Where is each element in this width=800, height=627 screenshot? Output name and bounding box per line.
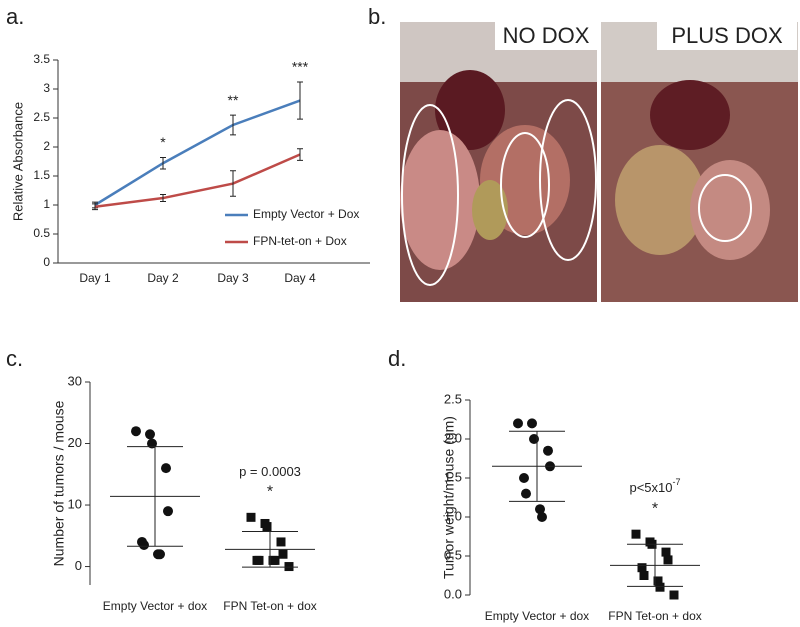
- annotation-superscript: -7: [673, 478, 681, 488]
- y-tick-label: 0.5: [33, 226, 50, 240]
- data-point: [535, 504, 545, 515]
- annotation: p<5x10-7: [629, 478, 680, 496]
- x-tick-label: Day 4: [284, 271, 316, 285]
- data-point: [537, 512, 547, 522]
- y-tick-label: 1: [43, 197, 50, 211]
- photo: PLUS DOX: [601, 22, 798, 302]
- annotation-text: p<5x10: [629, 481, 672, 496]
- data-point: [155, 549, 165, 560]
- panel-label: d.: [388, 346, 406, 371]
- y-axis-label: Relative Absorbance: [10, 102, 25, 221]
- data-point: [661, 547, 671, 557]
- data-point: [145, 429, 155, 440]
- data-point: [270, 555, 280, 565]
- y-tick-label: 0.0: [444, 586, 462, 601]
- x-tick-label: Empty Vector + dox: [485, 609, 589, 623]
- sd-bar: [627, 543, 683, 587]
- x-tick-label: Empty Vector + dox: [103, 599, 207, 613]
- error-bar: [230, 170, 236, 197]
- y-tick-label: 2.5: [444, 391, 462, 406]
- panel-label: c.: [6, 346, 23, 371]
- data-point: [653, 576, 663, 586]
- data-point: [663, 555, 673, 565]
- data-point: [278, 549, 288, 559]
- sd-bar: [509, 430, 565, 502]
- data-point: [262, 522, 272, 532]
- y-tick-label: 3.5: [33, 52, 50, 66]
- legend-label: FPN-tet-on + Dox: [253, 234, 347, 248]
- y-axis-label: Tumor weight/mouse (gm): [441, 416, 457, 579]
- y-tick-label: 1.5: [444, 469, 462, 484]
- y-tick-label: 0: [43, 255, 50, 269]
- error-bar: [160, 156, 166, 170]
- line: [94, 153, 301, 208]
- data-point: [637, 563, 647, 573]
- data-point: [161, 463, 171, 474]
- data-point: [254, 555, 264, 565]
- data-point: [631, 529, 641, 539]
- photo-label: PLUS DOX: [671, 23, 783, 48]
- annotation: p = 0.0003: [239, 464, 301, 479]
- error-bar: [160, 194, 166, 203]
- data-point: [246, 512, 256, 522]
- data-point: [513, 418, 523, 429]
- x-tick-label: Day 1: [79, 271, 111, 285]
- y-tick-label: 0: [75, 558, 82, 573]
- panel-label: b.: [368, 4, 386, 29]
- data-point: [543, 445, 553, 456]
- y-tick-label: 30: [68, 373, 82, 388]
- x-tick-label: Day 3: [217, 271, 249, 285]
- line: [94, 99, 301, 207]
- y-tick-label: 2.5: [33, 110, 50, 124]
- error-bar: [230, 114, 236, 136]
- y-tick-label: 20: [68, 435, 82, 450]
- sd-bar: [127, 446, 183, 547]
- y-tick-label: 1.0: [444, 508, 462, 523]
- error-bar: [297, 81, 303, 120]
- data-point: [519, 473, 529, 483]
- error-bar: [92, 203, 98, 211]
- y-tick-label: 1.5: [33, 168, 50, 182]
- photo: NO DOX: [400, 22, 597, 302]
- y-tick-label: 10: [68, 496, 82, 511]
- data-point: [139, 540, 149, 551]
- data-point: [527, 418, 537, 429]
- sd-bar: [242, 530, 298, 568]
- significance-label: ***: [292, 59, 309, 75]
- data-point: [284, 562, 294, 572]
- legend-label: Empty Vector + Dox: [253, 207, 359, 221]
- y-tick-label: 2.0: [444, 430, 462, 445]
- panel-label: a.: [6, 4, 24, 29]
- x-tick-label: FPN Tet-on + dox: [608, 609, 702, 623]
- data-point: [276, 537, 286, 547]
- data-point: [131, 426, 141, 437]
- significance-label: **: [228, 92, 239, 108]
- error-bar: [297, 148, 303, 161]
- data-point: [669, 590, 679, 600]
- y-tick-label: 3: [43, 81, 50, 95]
- data-point: [521, 488, 531, 499]
- annotation: *: [267, 484, 273, 501]
- x-tick-label: FPN Tet-on + dox: [223, 599, 317, 613]
- photo-label: NO DOX: [503, 23, 590, 48]
- x-tick-label: Day 2: [147, 271, 179, 285]
- data-point: [163, 506, 173, 517]
- y-axis-label: Number of tumors / mouse: [51, 400, 67, 566]
- annotation: *: [652, 500, 658, 517]
- data-point: [147, 438, 157, 449]
- y-tick-label: 0.5: [444, 547, 462, 562]
- data-point: [639, 571, 649, 580]
- significance-label: *: [160, 134, 166, 150]
- y-tick-label: 2: [43, 139, 50, 153]
- data-point: [655, 582, 665, 592]
